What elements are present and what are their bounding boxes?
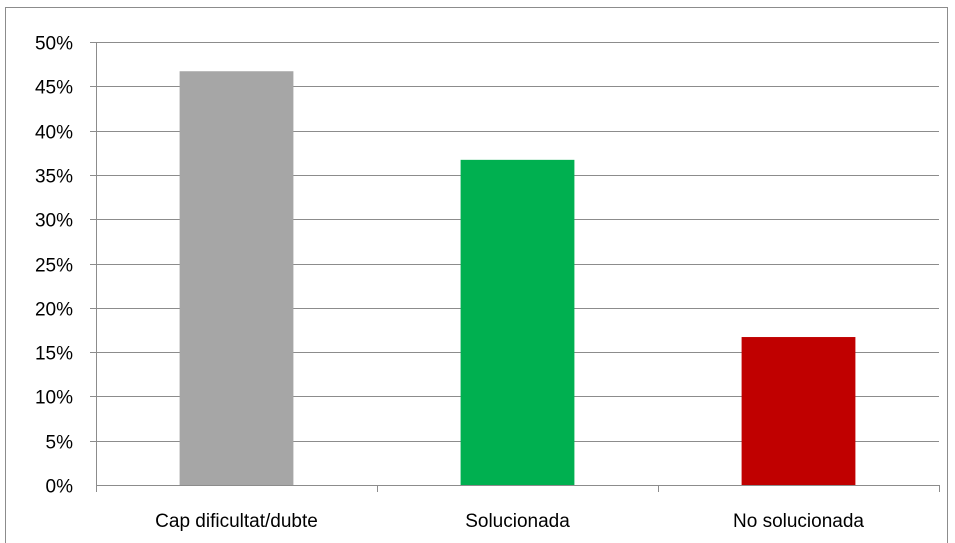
y-tick-label: 5% xyxy=(46,433,74,454)
y-tick-label: 0% xyxy=(46,477,74,498)
bar-2 xyxy=(460,159,575,485)
chart-frame xyxy=(5,7,948,543)
y-tick-label: 35% xyxy=(35,167,73,188)
bar-3 xyxy=(741,337,856,485)
x-axis-category-labels: Cap dificultat/dubte Solucionada No soluci… xyxy=(155,511,864,532)
y-axis-tick-labels: 0% 5% 10% 15% 20% 25% 30% 35% 40% 45% 50% xyxy=(35,34,73,498)
y-tick-label: 10% xyxy=(35,388,73,409)
y-tick-label: 25% xyxy=(35,256,73,277)
y-tick-label: 50% xyxy=(35,34,73,55)
bar-1 xyxy=(179,71,294,485)
y-tick-label: 45% xyxy=(35,78,73,99)
y-tick-label: 20% xyxy=(35,300,73,321)
x-axis xyxy=(96,485,940,492)
y-tick-label: 40% xyxy=(35,123,73,144)
x-category-label: Cap dificultat/dubte xyxy=(155,511,318,532)
y-tick-label: 30% xyxy=(35,211,73,232)
bars xyxy=(179,71,856,485)
y-tick-label: 15% xyxy=(35,344,73,365)
x-category-label: Solucionada xyxy=(465,511,570,532)
x-category-label: No solucionada xyxy=(733,511,864,532)
